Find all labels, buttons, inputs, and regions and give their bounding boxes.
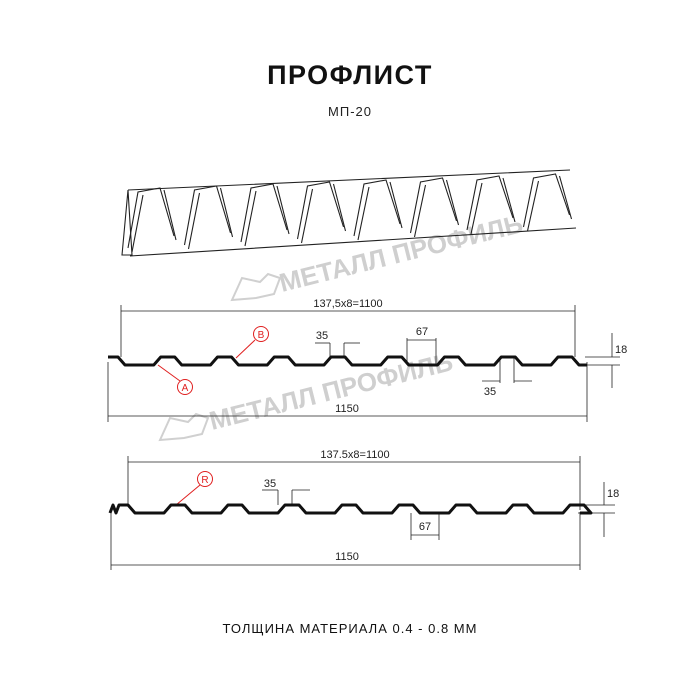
sketch-rib (240, 183, 288, 243)
material-thickness: ТОЛЩИНА МАТЕРИАЛА 0.4 - 0.8 ММ (222, 621, 478, 636)
model-label: МП-20 (328, 104, 372, 119)
sketch-rib (357, 181, 403, 241)
sketch-rib (413, 179, 460, 238)
sketch-rib (244, 185, 290, 247)
total-width-dimension: 1150 (335, 403, 359, 415)
bottom-width-dimension: 67 (416, 326, 428, 338)
height-dimension: 18 (615, 344, 627, 356)
height-dimension-2: 18 (607, 488, 619, 500)
watermark-text: МЕТАЛЛ ПРОФИЛЬ (276, 208, 526, 298)
total-width-dimension-2: 1150 (335, 551, 359, 563)
pitch-dimension-2: 137.5x8=1100 (320, 449, 389, 461)
top-width-dimension: 35 (316, 330, 328, 342)
bottom-width-dimension-2: 67 (419, 521, 431, 533)
label-r-circle (197, 471, 213, 487)
sketch-rib (409, 177, 458, 234)
top-width-dimension-2: 35 (264, 478, 276, 490)
sketch-rib (470, 177, 516, 235)
pitch-dimension: 137,5х8=1100 (313, 298, 382, 310)
sketch-rib (131, 189, 177, 253)
sketch-rib (300, 183, 347, 244)
watermark-text: МЕТАЛЛ ПРОФИЛЬ (206, 346, 456, 436)
label-b-circle (253, 326, 269, 342)
watermark-logo (158, 412, 210, 442)
rib-top-dimension: 35 (484, 386, 496, 398)
sketch-rib (187, 187, 234, 250)
sketch-rib (353, 179, 401, 237)
sketch-rib (466, 175, 514, 231)
label-b: B (258, 330, 265, 341)
profile-bottom-drawing (108, 456, 615, 570)
label-a: A (182, 383, 189, 394)
sheet-3d-sketch (121, 169, 577, 257)
label-r: R (201, 475, 208, 486)
sketch-rib (183, 185, 232, 246)
watermark-logo (230, 272, 282, 302)
sketch-rib (296, 181, 345, 240)
profile-top-drawing (107, 305, 620, 422)
sketch-rib (526, 175, 573, 232)
page-title: ПРОФЛИСТ (267, 60, 433, 90)
label-a-circle (177, 379, 193, 395)
sketch-rib (522, 173, 571, 228)
sketch-rib (127, 187, 175, 249)
